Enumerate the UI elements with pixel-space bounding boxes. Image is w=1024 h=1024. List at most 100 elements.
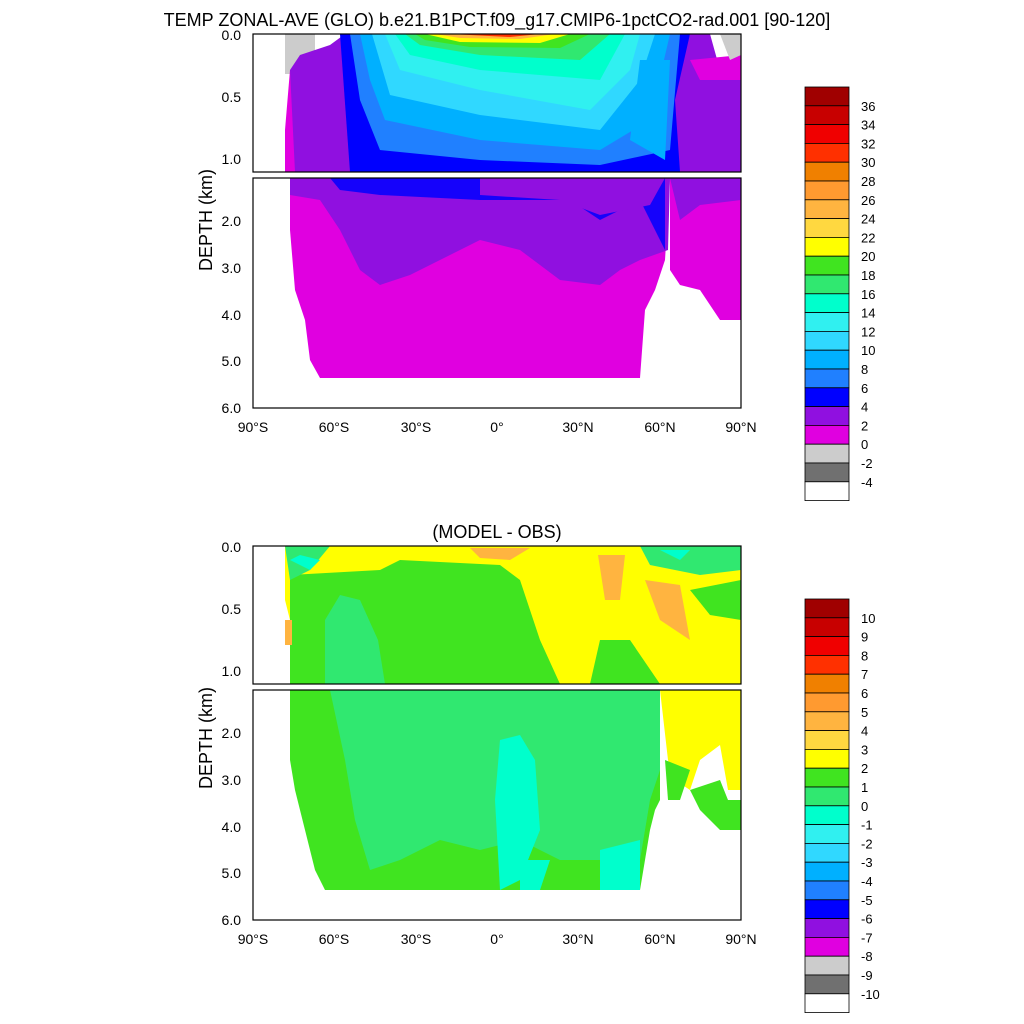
colorbar-swatch xyxy=(804,786,850,807)
bottom-title: (MODEL - OBS) xyxy=(432,522,561,542)
colorbar-label: 3 xyxy=(861,742,868,757)
colorbar-swatch xyxy=(804,955,850,976)
bottom-xtick-1: 60°S xyxy=(319,931,350,947)
bottom-upper-field xyxy=(253,546,741,684)
bottom-xtick-2: 30°S xyxy=(401,931,432,947)
colorbar-label: 0 xyxy=(861,437,868,452)
colorbar-label: -5 xyxy=(861,893,873,908)
colorbar-swatch xyxy=(804,105,850,126)
colorbar-swatch xyxy=(804,424,850,445)
bottom-xtick-5: 60°N xyxy=(644,931,675,947)
colorbar-swatch xyxy=(804,462,850,483)
colorbar-swatch xyxy=(804,293,850,313)
bottom-xtick-0: 90°S xyxy=(238,931,269,947)
bottom-xtick-3: 0° xyxy=(490,931,503,947)
top-xtick-1: 60°S xyxy=(319,419,350,435)
colorbar-label: 22 xyxy=(861,230,875,245)
bottom-ytick-1: 0.5 xyxy=(222,601,242,617)
colorbar-label: 32 xyxy=(861,136,875,151)
bottom-y-ticks-upper: 0.0 0.5 1.0 xyxy=(222,539,242,679)
colorbar-swatch xyxy=(804,443,850,464)
top-xtick-2: 30°S xyxy=(401,419,432,435)
top-lower-frame xyxy=(252,177,742,409)
colorbar-swatch xyxy=(804,636,850,656)
colorbar-label: 26 xyxy=(861,193,875,208)
colorbar-swatch xyxy=(804,368,850,389)
colorbar-swatch xyxy=(804,655,850,675)
colorbar-swatch xyxy=(804,993,850,1013)
top-ytick-6: 5.0 xyxy=(222,353,242,369)
colorbar-swatch xyxy=(804,312,850,332)
colorbar-label: 34 xyxy=(861,118,875,133)
top-x-ticks: 90°S 60°S 30°S 0° 30°N 60°N 90°N xyxy=(238,419,757,435)
colorbar-swatch xyxy=(804,749,850,769)
colorbar-label: -4 xyxy=(861,475,873,490)
bottom-ytick-4: 3.0 xyxy=(222,772,242,788)
top-ytick-4: 3.0 xyxy=(222,260,242,276)
colorbar-swatch xyxy=(804,330,850,351)
top-xtick-0: 90°S xyxy=(238,419,269,435)
colorbar-label: 18 xyxy=(861,268,875,283)
colorbar-label: 6 xyxy=(861,381,868,396)
bottom-panel: (MODEL - OBS) xyxy=(196,522,880,1013)
top-y-ticks-upper: 0.0 0.5 1.0 xyxy=(222,27,242,167)
colorbar-label: 10 xyxy=(861,611,875,626)
colorbar-swatch xyxy=(804,824,850,844)
top-ytick-3: 2.0 xyxy=(222,213,242,229)
bottom-lower-frame xyxy=(252,689,742,921)
colorbar-label: 24 xyxy=(861,212,875,227)
top-lower-field xyxy=(253,178,741,408)
colorbar-swatch xyxy=(804,861,850,882)
colorbar-label: 8 xyxy=(861,648,868,663)
colorbar-swatch xyxy=(804,274,850,295)
bottom-ytick-0: 0.0 xyxy=(222,539,242,555)
colorbar-label: 14 xyxy=(861,306,875,321)
colorbar-swatch xyxy=(804,199,850,220)
colorbar-label: 2 xyxy=(861,761,868,776)
bottom-xtick-4: 30°N xyxy=(562,931,593,947)
top-y-ticks-lower: 2.0 3.0 4.0 5.0 6.0 xyxy=(222,213,242,416)
colorbar-swatch xyxy=(804,349,850,370)
colorbar-swatch xyxy=(804,880,850,901)
bottom-upper-frame xyxy=(252,545,742,685)
top-title: TEMP ZONAL-AVE (GLO) b.e21.B1PCT.f09_g17… xyxy=(164,10,831,31)
top-ytick-2: 1.0 xyxy=(222,151,242,167)
top-ytick-5: 4.0 xyxy=(222,307,242,323)
bottom-xtick-6: 90°N xyxy=(725,931,756,947)
bottom-ytick-6: 5.0 xyxy=(222,865,242,881)
colorbar-swatch xyxy=(804,481,850,501)
colorbar-label: -6 xyxy=(861,912,873,927)
top-ytick-7: 6.0 xyxy=(222,400,242,416)
colorbar-label: -2 xyxy=(861,456,873,471)
top-ytick-0: 0.0 xyxy=(222,27,242,43)
colorbar-swatch xyxy=(804,406,850,426)
colorbar-label: 28 xyxy=(861,174,875,189)
top-ylabel: DEPTH (km) xyxy=(196,169,216,271)
top-ytick-1: 0.5 xyxy=(222,89,242,105)
colorbar-label: 5 xyxy=(861,705,868,720)
bottom-x-ticks: 90°S 60°S 30°S 0° 30°N 60°N 90°N xyxy=(238,931,757,947)
colorbar-swatch xyxy=(804,899,850,919)
top-upper-frame xyxy=(252,33,742,173)
colorbar-swatch xyxy=(804,974,850,995)
colorbar-label: 1 xyxy=(861,780,868,795)
bottom-lower-field xyxy=(253,690,741,920)
colorbar-swatch xyxy=(804,236,850,257)
colorbar-label: -2 xyxy=(861,836,873,851)
colorbar-swatch xyxy=(804,918,850,938)
colorbar-swatch xyxy=(804,673,850,694)
top-upper-field xyxy=(253,34,741,172)
colorbar-label: -10 xyxy=(861,987,880,1002)
colorbar-swatch xyxy=(804,255,850,276)
colorbar-label: 4 xyxy=(861,400,868,415)
colorbar-swatch xyxy=(804,180,850,201)
colorbar-label: 12 xyxy=(861,324,875,339)
colorbar-swatch xyxy=(804,161,850,182)
colorbar-swatch xyxy=(804,805,850,825)
colorbar-swatch xyxy=(804,86,850,107)
top-xtick-3: 0° xyxy=(490,419,503,435)
colorbar-label: 30 xyxy=(861,155,875,170)
colorbar-swatch xyxy=(804,730,850,750)
